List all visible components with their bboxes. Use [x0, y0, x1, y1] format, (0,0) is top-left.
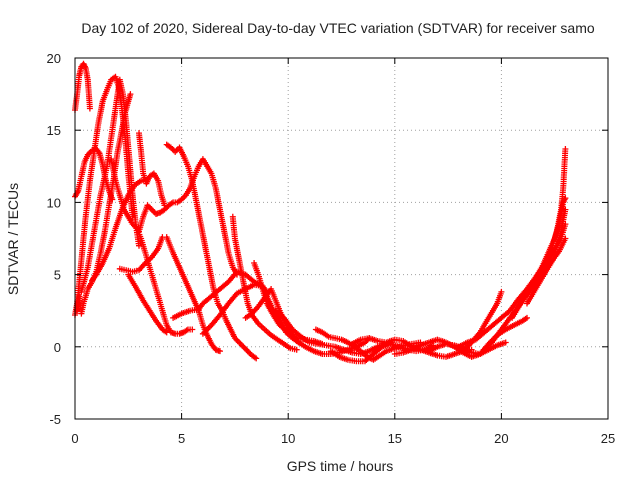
x-tick-label: 25 [601, 431, 615, 446]
x-axis-label: GPS time / hours [287, 458, 394, 474]
series-arc9 [125, 271, 170, 336]
y-axis-label: SDTVAR / TECUs [5, 183, 21, 295]
series-markers [108, 156, 196, 337]
x-tick-label: 5 [178, 431, 185, 446]
x-tick-label: 15 [388, 431, 402, 446]
series-markers [530, 195, 569, 285]
chart-title: Day 102 of 2020, Sidereal Day-to-day VTE… [81, 20, 594, 36]
series-markers [116, 234, 166, 275]
y-tick-label: 20 [47, 51, 61, 66]
series-arc5 [78, 76, 142, 295]
series-markers [125, 271, 170, 336]
series-markers [78, 76, 142, 295]
series-arc30 [530, 195, 569, 285]
plot-frame [74, 57, 609, 420]
series-markers [136, 156, 240, 278]
y-tick-label: -5 [49, 412, 61, 427]
data-series [72, 60, 569, 365]
y-tick-label: 15 [47, 123, 61, 138]
series-arc10 [136, 130, 168, 209]
x-tick-label: 20 [494, 431, 508, 446]
series-markers [136, 130, 168, 209]
series-arc7 [108, 156, 196, 337]
series-markers [460, 288, 505, 355]
x-tick-label: 10 [281, 431, 295, 446]
y-tick-label: 5 [54, 268, 61, 283]
y-tick-label: 10 [47, 195, 61, 210]
series-markers [229, 213, 300, 353]
series-arc14 [170, 268, 270, 321]
series-arc31 [524, 206, 569, 307]
series-markers [524, 206, 569, 307]
series-arc11 [136, 156, 240, 278]
y-tick-label: 0 [54, 340, 61, 355]
series-arc16 [229, 213, 300, 353]
x-tick-label: 0 [71, 431, 78, 446]
axis-ticks: 0 5 10 15 20 25 -5 0 5 10 15 20 [47, 51, 616, 446]
series-markers [170, 268, 270, 321]
series-arc8 [116, 234, 166, 275]
series-arc26 [460, 288, 505, 355]
